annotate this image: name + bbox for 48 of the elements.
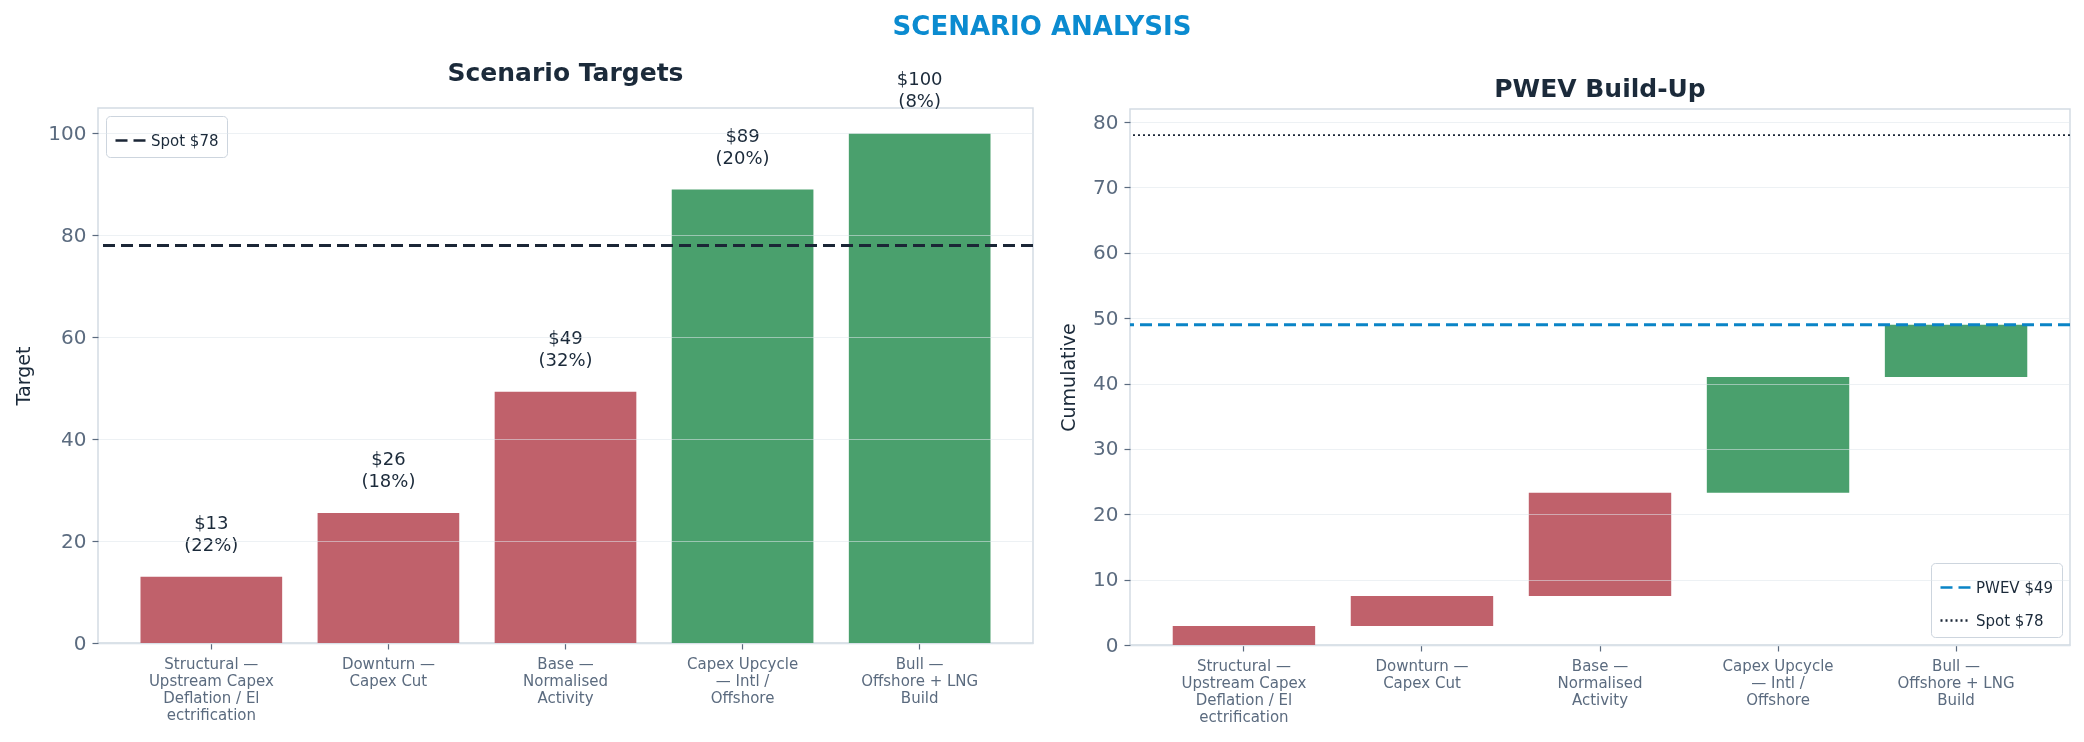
bar [1528, 492, 1672, 596]
y-tick-label: 60 [61, 324, 87, 349]
legend-label: PWEV $49 [1976, 578, 2054, 597]
y-tick-label: 60 [1093, 240, 1119, 265]
x-tick-label: Capex Upcycle — Intl / Offshore [687, 654, 799, 707]
bar [494, 391, 637, 643]
legend-label: Spot $78 [151, 131, 219, 150]
y-axis-title: Target [12, 346, 35, 407]
y-tick-label: 80 [1093, 109, 1119, 134]
data-label: $100 (8%) [896, 68, 943, 112]
y-tick-label: 80 [61, 222, 87, 247]
y-tick-label: 10 [1093, 567, 1119, 592]
chart-title: Scenario Targets [447, 58, 684, 88]
y-tick-label: 40 [1093, 371, 1119, 396]
y-tick-label: 0 [1105, 632, 1119, 657]
chart-title: PWEV Build-Up [1494, 74, 1706, 103]
bar [1884, 324, 2028, 377]
y-tick-label: 100 [48, 120, 87, 145]
y-tick-label: 40 [61, 426, 87, 451]
bar [1706, 377, 1850, 493]
data-label: $26 (18%) [361, 448, 416, 492]
x-tick-label: Base — Normalised Activity [522, 654, 609, 707]
y-tick-label: 70 [1093, 174, 1119, 199]
x-tick-label: Bull — Offshore + LNG Build [1897, 656, 2015, 709]
data-label: $89 (20%) [715, 124, 770, 168]
x-tick-label: Bull — Offshore + LNG Build [861, 654, 979, 707]
bar [140, 576, 283, 643]
y-tick-label: 50 [1093, 305, 1119, 330]
bar [1172, 626, 1316, 645]
bar [671, 189, 814, 643]
x-tick-label: Capex Upcycle — Intl / Offshore [1722, 656, 1834, 709]
x-tick-label: Downturn — Capex Cut [1375, 656, 1469, 692]
bar [1350, 595, 1494, 627]
x-tick-label: Structural — Upstream Capex Deflation / El ectrification [1181, 656, 1307, 726]
bar [317, 513, 460, 643]
y-tick-label: 30 [1093, 436, 1119, 461]
text: SCENARIO ANALYSIS [891, 10, 1193, 43]
y-tick-label: 20 [61, 528, 87, 553]
x-tick-label: Downturn — Capex Cut [341, 654, 435, 690]
data-label: $13 (22%) [184, 511, 239, 555]
y-axis-title: Cumulative [1057, 323, 1080, 432]
legend-label: Spot $78 [1976, 611, 2044, 630]
bar [848, 133, 991, 643]
x-tick-label: Base — Normalised Activity [1557, 656, 1643, 709]
y-tick-label: 20 [1093, 501, 1119, 526]
y-tick-label: 0 [73, 630, 87, 655]
x-tick-label: Structural — Upstream Capex Deflation / El ectrification [148, 654, 274, 724]
data-label: $49 (32%) [538, 326, 593, 370]
